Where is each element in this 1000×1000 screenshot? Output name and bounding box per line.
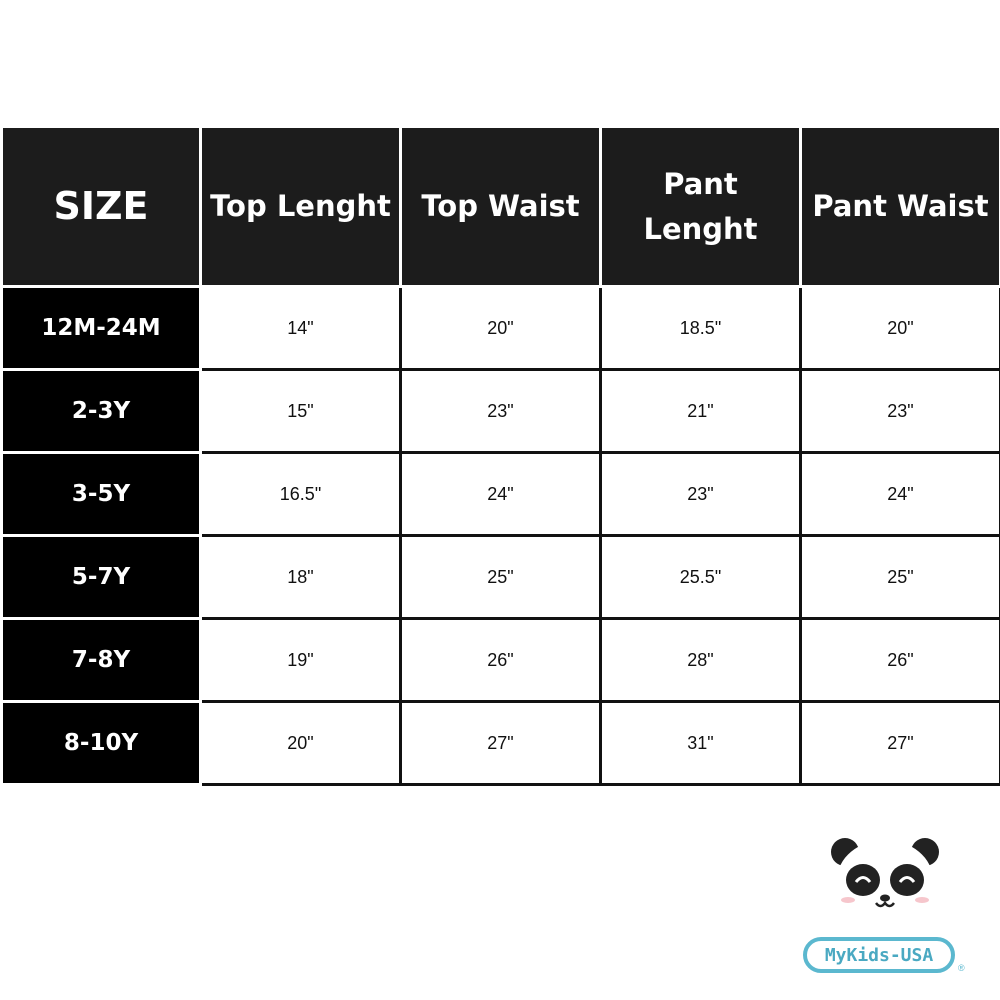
header-top-waist: Top Waist <box>402 128 599 285</box>
header-pant-waist: Pant Waist <box>802 128 999 285</box>
measurement-cell: 23" <box>802 371 1000 454</box>
size-chart-table: SIZE Top Lenght Top Waist Pant Lenght Pa… <box>3 128 1000 786</box>
size-cell: 3-5Y <box>3 454 199 534</box>
measurement-cell: 31" <box>602 703 802 786</box>
measurement-cell: 16.5" <box>202 454 402 537</box>
measurement-cell: 18" <box>202 537 402 620</box>
registered-mark: ® <box>958 963 965 973</box>
measurement-cell: 20" <box>802 288 1000 371</box>
measurement-cell: 25" <box>402 537 602 620</box>
measurement-cell: 14" <box>202 288 402 371</box>
measurement-cell: 19" <box>202 620 402 703</box>
measurement-cell: 27" <box>802 703 1000 786</box>
measurement-cell: 28" <box>602 620 802 703</box>
measurement-cell: 25.5" <box>602 537 802 620</box>
measurement-cell: 23" <box>402 371 602 454</box>
panda-icon <box>831 838 939 920</box>
size-cell: 12M-24M <box>3 288 199 368</box>
measurement-cell: 18.5" <box>602 288 802 371</box>
measurement-cell: 20" <box>202 703 402 786</box>
measurement-cell: 21" <box>602 371 802 454</box>
measurement-cell: 23" <box>602 454 802 537</box>
measurement-cell: 26" <box>402 620 602 703</box>
measurement-cell: 24" <box>402 454 602 537</box>
measurement-cell: 25" <box>802 537 1000 620</box>
header-pant-length: Pant Lenght <box>602 128 799 285</box>
size-cell: 8-10Y <box>3 703 199 783</box>
measurement-cell: 20" <box>402 288 602 371</box>
size-cell: 7-8Y <box>3 620 199 700</box>
measurement-cell: 24" <box>802 454 1000 537</box>
measurement-cell: 27" <box>402 703 602 786</box>
size-cell: 2-3Y <box>3 371 199 451</box>
header-top-length: Top Lenght <box>202 128 399 285</box>
measurement-cell: 15" <box>202 371 402 454</box>
brand-logo: MyKids-USA <box>803 937 955 973</box>
header-size: SIZE <box>3 128 199 285</box>
size-cell: 5-7Y <box>3 537 199 617</box>
measurement-cell: 26" <box>802 620 1000 703</box>
